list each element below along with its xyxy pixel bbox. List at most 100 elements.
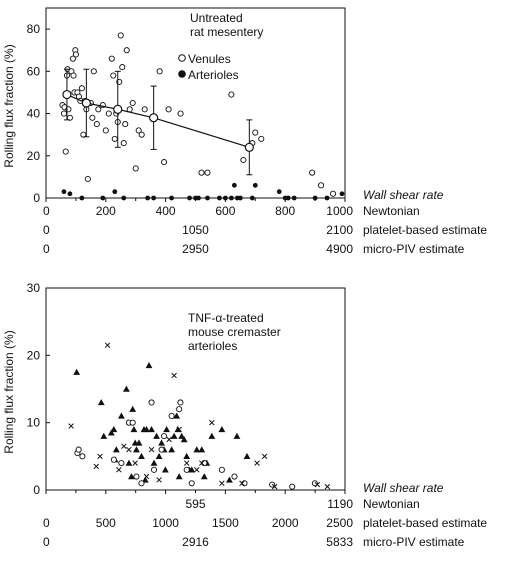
- triangle-point: [107, 429, 115, 436]
- bottom-x-scale-2-tick-label: 500: [96, 516, 116, 530]
- cross-point: [93, 463, 100, 470]
- bottom-annotation-line-1: TNF-α-treated: [188, 311, 264, 325]
- cross-point: [219, 480, 225, 487]
- venule-point: [117, 32, 124, 39]
- cross-point: [254, 460, 260, 466]
- venule-point: [129, 99, 136, 107]
- bottom-x-scale-3-name: micro-PIV estimate: [363, 535, 465, 549]
- top-annotation-line-2: rat mesentery: [190, 25, 263, 39]
- venule-point: [161, 159, 168, 166]
- triangle-point: [145, 362, 153, 369]
- cross-point: [183, 460, 190, 466]
- triangle-point: [198, 446, 206, 453]
- cross-point: [199, 460, 205, 466]
- triangle-point: [173, 412, 181, 419]
- triangle-point: [180, 436, 188, 443]
- top-y-tick-label: 0: [33, 191, 40, 205]
- triangle-point: [150, 459, 158, 466]
- triangle-point: [135, 439, 143, 446]
- mean-point: [81, 98, 91, 108]
- bottom-x-scale-2-tick-label: 2000: [272, 516, 299, 530]
- arteriole-point: [324, 195, 330, 201]
- top-y-tick-label: 80: [27, 22, 41, 36]
- arteriole-point: [252, 182, 258, 188]
- top-x-scale-1-tick-label: 600: [215, 204, 235, 218]
- cross-point: [121, 443, 127, 449]
- venule-point: [318, 182, 325, 189]
- arteriole-point: [231, 182, 237, 188]
- bottom-annotation-line-3: arterioles: [188, 339, 237, 353]
- arteriole-point: [312, 195, 318, 201]
- cross-point: [143, 473, 150, 480]
- arteriole-point: [169, 195, 174, 201]
- top-x-scale-1-tick-label: 800: [275, 204, 295, 218]
- cross-point: [156, 477, 162, 483]
- venule-point: [78, 85, 85, 92]
- cross-point: [97, 453, 103, 460]
- arteriole-point: [228, 195, 234, 201]
- mean-point: [62, 89, 72, 100]
- open-circle-point: [79, 453, 86, 460]
- open-circle-point: [129, 419, 136, 426]
- triangle-point: [208, 432, 216, 439]
- open-circle-point: [188, 480, 195, 487]
- top-x-scale-1-name: Newtonian: [363, 204, 420, 218]
- open-circle-point: [138, 480, 145, 487]
- triangle-point: [188, 466, 196, 473]
- mean-trend-line: [66, 94, 250, 148]
- top-x-scale-1-tick-label: 0: [43, 204, 50, 218]
- arteriole-point: [67, 191, 73, 197]
- triangle-point: [170, 432, 178, 439]
- venule-point: [252, 129, 259, 136]
- open-circle-point: [218, 466, 225, 473]
- venule-point: [132, 165, 139, 172]
- bottom-x-scale-1-name: Newtonian: [363, 497, 420, 511]
- triangle-point: [161, 466, 169, 473]
- top-x-scale-2-tick-label: 2100: [326, 223, 353, 237]
- top-x-scale-2-tick-label: 1050: [182, 223, 209, 237]
- triangle-point: [110, 426, 118, 433]
- arteriole-point: [276, 189, 282, 195]
- open-circle-point: [231, 473, 238, 480]
- venule-point: [122, 121, 129, 128]
- arteriole-point: [205, 195, 210, 201]
- venule-point: [60, 110, 67, 117]
- venule-point: [72, 51, 79, 58]
- venule-point: [156, 68, 163, 75]
- triangle-point: [133, 446, 140, 453]
- triangle-point: [73, 368, 81, 375]
- triangle-point: [233, 432, 241, 439]
- triangle-point: [97, 399, 105, 406]
- bottom-y-tick-label: 20: [27, 348, 41, 362]
- open-circle-point: [158, 446, 165, 453]
- bottom-x-axis-title: Wall shear rate: [363, 481, 444, 495]
- top-x-scale-3-tick-label: 4900: [326, 242, 353, 256]
- cross-point: [116, 467, 122, 473]
- open-circle-point: [110, 456, 117, 463]
- arteriole-point: [285, 195, 291, 201]
- venule-point: [119, 64, 126, 71]
- arteriole-point: [249, 195, 255, 201]
- cross-point: [166, 436, 172, 443]
- top-x-scale-1-tick-label: 400: [156, 204, 176, 218]
- cross-point: [194, 467, 200, 473]
- venule-point: [240, 156, 247, 164]
- legend-arterioles-marker: [178, 70, 186, 78]
- triangle-point: [155, 452, 163, 460]
- cross-point: [148, 446, 155, 453]
- venule-point: [111, 135, 118, 142]
- triangle-point: [243, 452, 251, 460]
- cross-point: [171, 372, 177, 379]
- venule-point: [165, 106, 172, 113]
- triangle-point: [143, 426, 150, 433]
- arteriole-point: [291, 195, 297, 201]
- bottom-x-scale-3-tick-label: 2916: [182, 535, 209, 549]
- venule-point: [90, 68, 97, 75]
- top-x-scale-1-tick-label: 200: [96, 204, 116, 218]
- arteriole-point: [112, 189, 118, 195]
- cross-point: [176, 426, 182, 433]
- top-annotation-line-1: Untreated: [190, 11, 243, 25]
- venule-point: [329, 190, 337, 197]
- venule-point: [84, 175, 91, 183]
- venule-point: [123, 47, 130, 54]
